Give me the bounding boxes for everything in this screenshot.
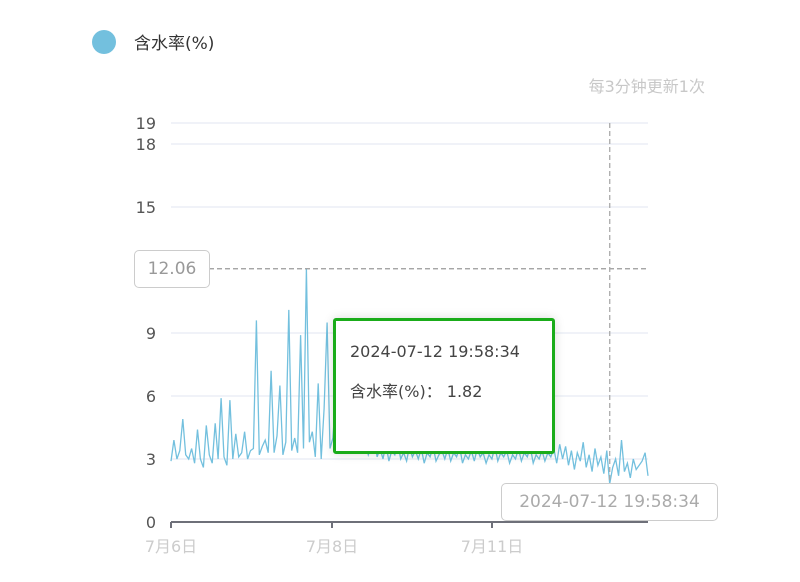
y-tick-label: 19 <box>136 114 156 133</box>
legend-marker-icon <box>92 29 116 54</box>
tooltip: 2024-07-12 19:58:34 含水率(%)： 1.82 <box>333 318 555 454</box>
y-tick-label: 18 <box>136 135 156 154</box>
tooltip-value: 含水率(%)： 1.82 <box>350 382 483 401</box>
update-note: 每3分钟更新1次 <box>588 77 705 96</box>
y-tick-label: 0 <box>146 513 156 532</box>
tooltip-time: 2024-07-12 19:58:34 <box>350 342 520 361</box>
legend-item[interactable]: 含水率(%) <box>92 29 214 54</box>
y-tick-label: 3 <box>146 450 156 469</box>
y-tick-label: 15 <box>136 198 156 217</box>
x-tick-label: 7月8日 <box>306 537 358 556</box>
legend-label: 含水率(%) <box>134 34 215 54</box>
axis-pointer-y-label: 12.06 <box>134 250 210 288</box>
y-tick-label: 6 <box>146 387 156 406</box>
x-tick-label: 7月6日 <box>145 537 197 556</box>
axis-pointer-x-label: 2024-07-12 19:58:34 <box>501 483 718 521</box>
x-tick-label: 7月11日 <box>461 537 524 556</box>
y-tick-label: 9 <box>146 324 156 343</box>
